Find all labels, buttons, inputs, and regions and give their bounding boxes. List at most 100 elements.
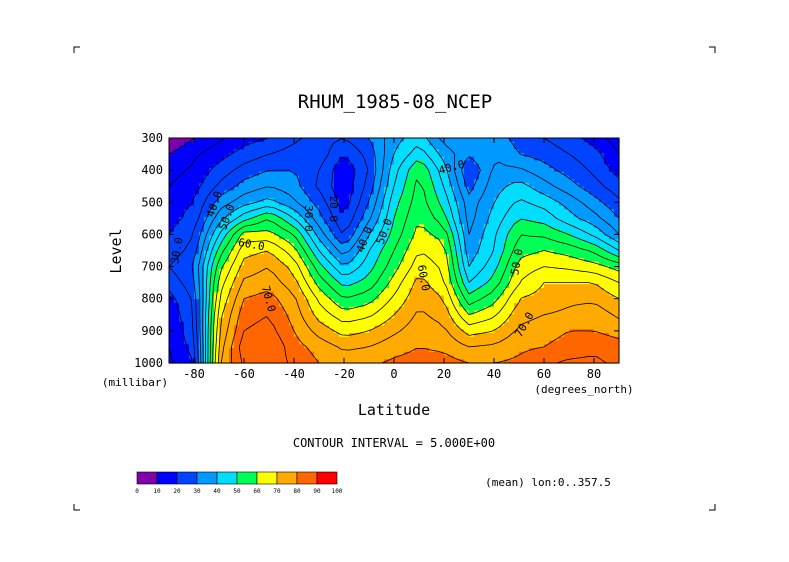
field-cell: [179, 231, 185, 237]
field-cell: [544, 183, 550, 188]
field-cell: [374, 243, 380, 248]
field-cell: [544, 220, 550, 225]
field-cell: [179, 288, 185, 293]
field-cell: [394, 321, 400, 327]
field-cell: [194, 291, 200, 297]
field-cell: [269, 149, 275, 154]
field-cell: [429, 198, 435, 203]
field-cell: [549, 216, 555, 222]
field-cell: [369, 284, 375, 289]
field-cell: [534, 329, 540, 334]
field-cell: [589, 239, 595, 244]
field-cell: [509, 138, 515, 143]
field-cell: [259, 145, 265, 150]
field-cell: [594, 183, 600, 188]
field-cell: [544, 246, 550, 252]
field-cell: [314, 329, 320, 334]
field-cell: [304, 168, 310, 173]
field-cell: [459, 228, 465, 233]
field-cell: [254, 153, 260, 158]
field-cell: [204, 246, 210, 252]
field-cell: [169, 239, 175, 244]
field-cell: [579, 273, 585, 278]
field-cell: [264, 164, 270, 169]
field-cell: [599, 333, 605, 338]
field-cell: [169, 299, 175, 304]
field-cell: [509, 141, 515, 147]
field-cell: [569, 156, 575, 162]
field-cell: [359, 153, 365, 158]
field-cell: [379, 280, 385, 285]
field-cell: [599, 138, 605, 143]
field-cell: [239, 216, 245, 222]
field-cell: [224, 209, 230, 214]
field-cell: [614, 299, 620, 304]
field-cell: [509, 329, 515, 334]
field-cell: [399, 183, 405, 188]
field-cell: [389, 171, 395, 177]
field-cell: [329, 288, 335, 293]
field-cell: [594, 224, 600, 229]
field-cell: [484, 141, 490, 147]
field-cell: [424, 220, 430, 225]
field-cell: [579, 171, 585, 177]
field-cell: [329, 220, 335, 225]
field-cell: [244, 333, 250, 338]
field-cell: [229, 288, 235, 293]
field-cell: [574, 310, 580, 315]
field-cell: [259, 276, 265, 282]
field-cell: [229, 243, 235, 248]
field-cell: [549, 145, 555, 150]
field-cell: [259, 321, 265, 327]
field-cell: [184, 273, 190, 278]
field-cell: [559, 258, 565, 263]
field-cell: [294, 340, 300, 345]
field-cell: [219, 141, 225, 147]
field-cell: [239, 344, 245, 349]
field-cell: [404, 254, 410, 259]
field-cell: [374, 160, 380, 165]
field-cell: [424, 141, 430, 147]
field-cell: [509, 231, 515, 237]
field-cell: [399, 205, 405, 210]
field-cell: [524, 216, 530, 222]
field-cell: [559, 156, 565, 162]
field-cell: [339, 295, 345, 300]
field-cell: [554, 333, 560, 338]
field-cell: [374, 183, 380, 188]
field-cell: [419, 209, 425, 214]
field-cell: [384, 318, 390, 323]
field-cell: [409, 194, 415, 199]
field-cell: [289, 269, 295, 274]
field-cell: [544, 329, 550, 334]
field-cell: [374, 321, 380, 327]
field-cell: [609, 318, 615, 323]
field-cell: [569, 318, 575, 323]
field-cell: [509, 175, 515, 180]
field-cell: [424, 171, 430, 177]
field-cell: [174, 216, 180, 222]
field-cell: [364, 209, 370, 214]
field-cell: [354, 246, 360, 252]
field-cell: [569, 284, 575, 289]
field-cell: [604, 318, 610, 323]
field-cell: [604, 153, 610, 158]
field-cell: [224, 153, 230, 158]
field-cell: [414, 138, 420, 143]
field-cell: [549, 153, 555, 158]
field-cell: [559, 306, 565, 312]
field-cell: [264, 186, 270, 192]
field-cell: [529, 228, 535, 233]
field-cell: [589, 209, 595, 214]
field-cell: [334, 231, 340, 237]
corner-mark-top-right: [709, 46, 716, 53]
field-cell: [414, 186, 420, 192]
field-cell: [379, 303, 385, 308]
field-cell: [184, 306, 190, 312]
field-cell: [284, 276, 290, 282]
field-cell: [404, 201, 410, 207]
field-cell: [419, 183, 425, 188]
field-cell: [444, 314, 450, 319]
field-cell: [234, 190, 240, 195]
field-cell: [259, 288, 265, 293]
